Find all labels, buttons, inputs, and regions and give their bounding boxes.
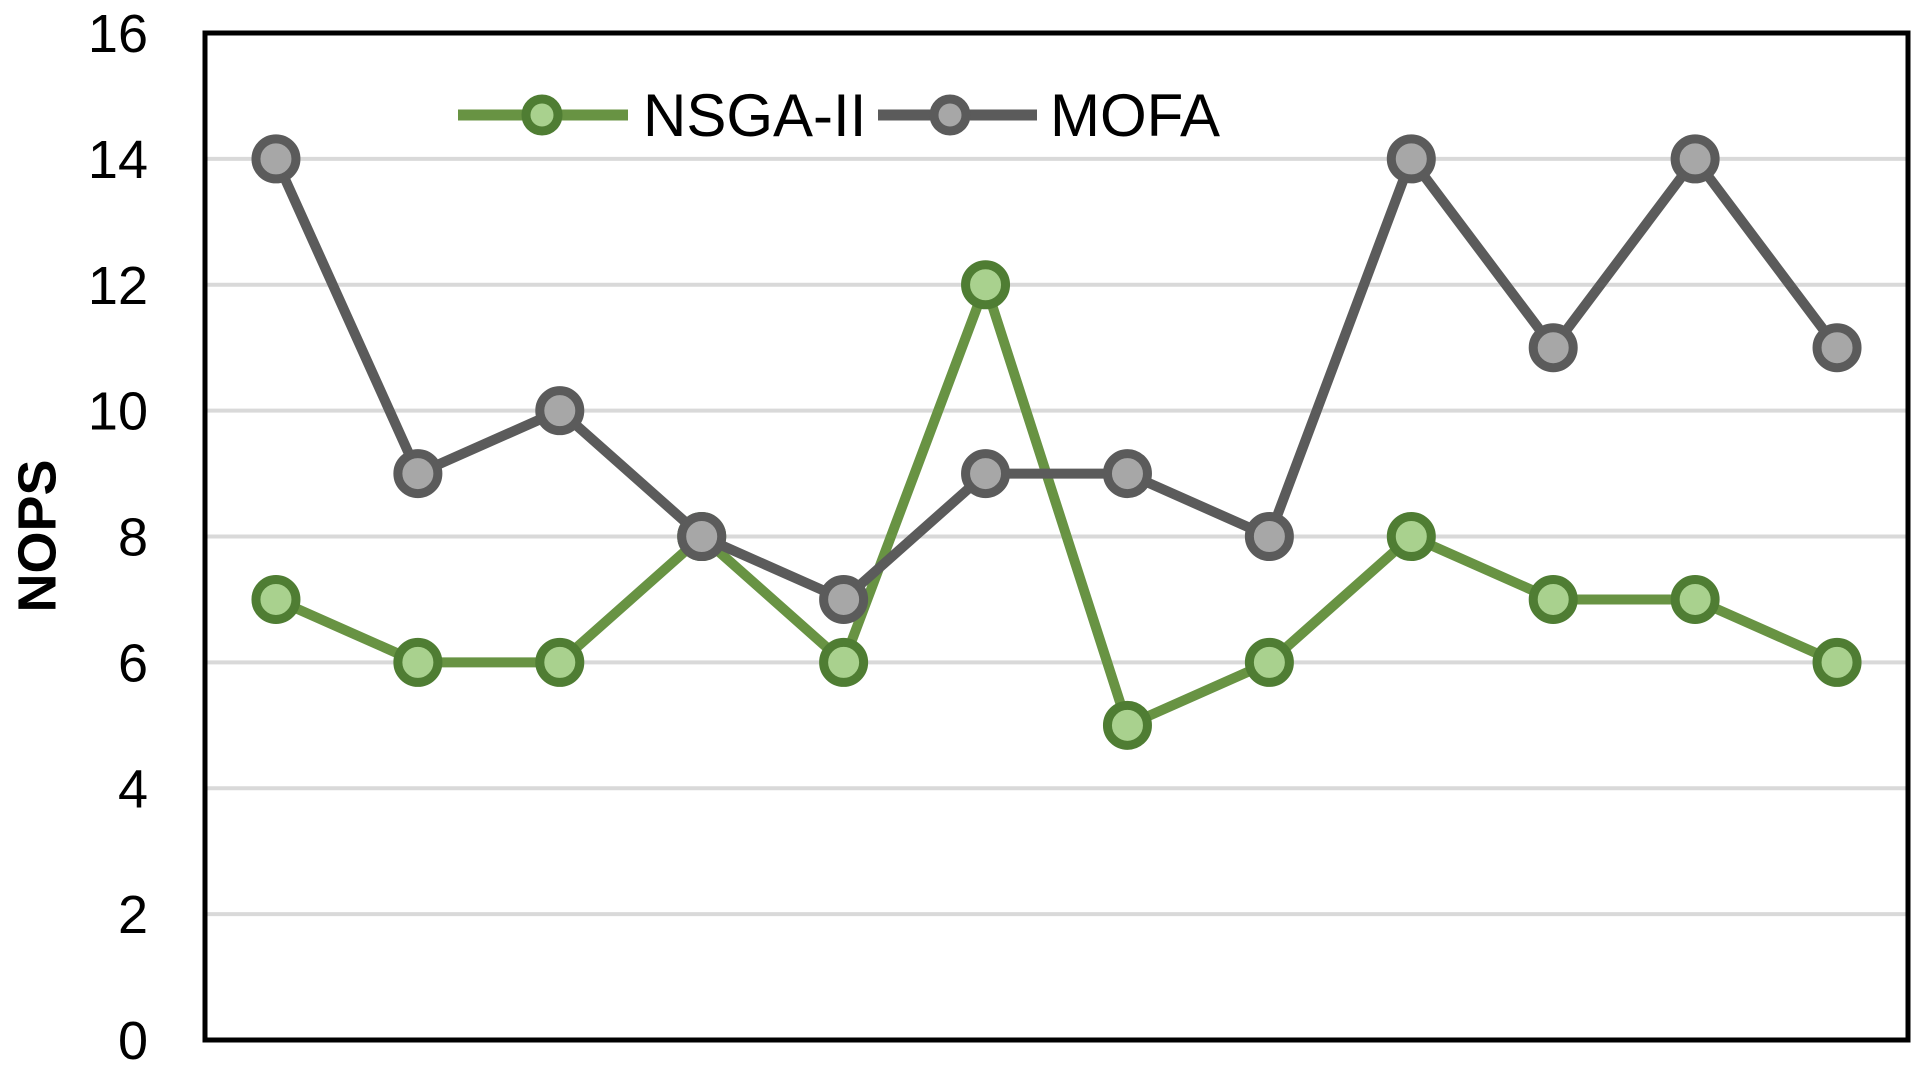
mofa-marker (1670, 134, 1720, 184)
mofa-marker (1812, 323, 1862, 373)
legend: NSGA-II MOFA (458, 82, 1220, 149)
y-tick-label: 2 (118, 885, 148, 945)
mofa-marker (1244, 512, 1294, 561)
mofa-marker (1386, 134, 1436, 184)
nsga-ii-marker (251, 574, 301, 624)
y-tick-label: 10 (88, 382, 148, 442)
nsga-ii-marker (535, 637, 585, 687)
nsga-ii-marker (1102, 700, 1152, 750)
nsga-ii-marker (1528, 574, 1578, 624)
mofa-line (270, 153, 1843, 605)
nsga-ii-marker (819, 637, 869, 687)
y-tick-label: 14 (88, 130, 148, 190)
nsga-ii-marker (393, 637, 443, 687)
y-tick-label: 4 (118, 759, 148, 819)
y-axis-title: NOPS (7, 459, 67, 612)
mofa-marker (677, 512, 727, 561)
legend-marker-mofa (929, 94, 971, 136)
nsga-ii-marker (1386, 512, 1436, 561)
y-tick-label: 6 (118, 633, 148, 693)
mofa-marker (819, 574, 869, 624)
gridlines (205, 156, 1908, 917)
y-tick-label: 16 (88, 4, 148, 64)
y-tick-label: 0 (118, 1011, 148, 1071)
mofa-marker (961, 449, 1011, 499)
legend-item-mofa: MOFA (878, 82, 1220, 149)
mofa-marker (251, 134, 301, 184)
mofa-marker (393, 449, 443, 499)
nsga-ii-marker (1812, 637, 1862, 687)
nsga-ii-line (270, 279, 1843, 731)
data-series (251, 134, 1862, 750)
legend-item-nsga-ii: NSGA-II (458, 82, 866, 149)
mofa-marker (1528, 323, 1578, 373)
nsga-ii-marker (1244, 637, 1294, 687)
y-tick-label: 8 (118, 508, 148, 568)
nsga-ii-marker (1670, 574, 1720, 624)
legend-marker-nsga-ii (521, 94, 563, 136)
nsga-ii-marker (961, 260, 1011, 310)
legend-label-nsga-ii: NSGA-II (643, 82, 866, 149)
mofa-marker (535, 386, 585, 436)
y-tick-label: 12 (88, 256, 148, 316)
plot-area-border (202, 30, 1911, 1043)
y-axis-tick-labels: 0 2 4 6 8 10 12 14 16 (88, 4, 148, 1071)
mofa-marker (1102, 449, 1152, 499)
legend-label-mofa: MOFA (1050, 82, 1220, 149)
